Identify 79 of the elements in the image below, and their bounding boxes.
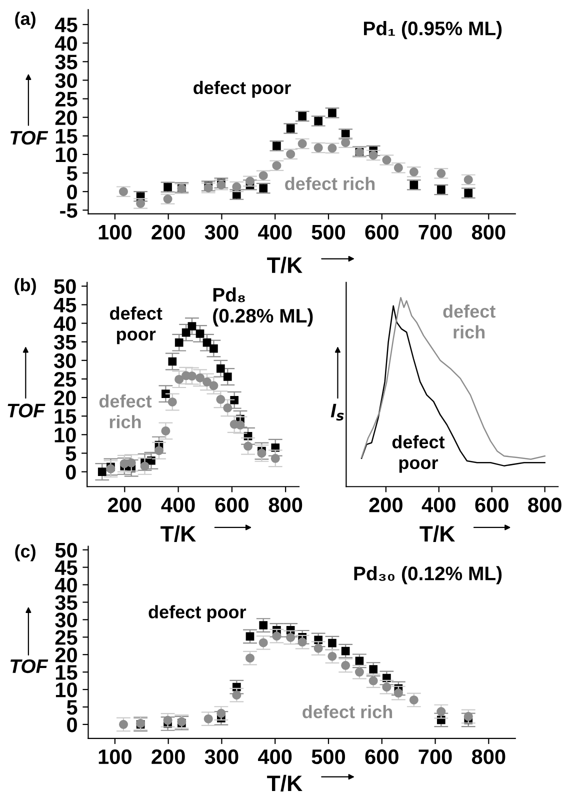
y-tick-label: -5 [60,203,78,218]
y-tick-label: 25 [54,372,76,387]
y-tick-label: 35 [55,595,78,610]
x-tick-label: 700 [418,749,452,764]
y-tick-label: 45 [54,298,76,312]
x-tick-label: 800 [472,749,506,764]
x-tick-label: 200 [108,498,142,512]
x-tick-label: 400 [161,498,195,512]
y-tick-label: 15 [54,409,76,424]
x-axis-title: T/K [420,525,455,542]
text: Pd₁ (0.95% ML) [364,21,502,40]
y-tick-label: 5 [66,446,76,461]
y-tick-label: 25 [55,630,78,645]
x-tick-label: 600 [365,224,398,240]
x-tick-label: 800 [268,498,302,512]
x-tick-label: 800 [528,498,562,512]
y-tick-label: 10 [54,428,76,442]
x-axis-title: T/K [160,525,196,542]
y-tick-label: 0 [67,717,77,732]
x-axis-title: T/K [267,256,302,274]
x-tick-label: 500 [312,749,346,764]
y-axis-title: TOF [10,130,48,145]
text: (b) [14,278,36,295]
x-tick-label: 100 [98,224,132,240]
y-tick-label: 20 [55,648,77,662]
y-tick-label: 35 [55,54,78,70]
series-label: defect rich [99,394,152,428]
y-tick-label: 0 [67,184,77,200]
x-tick-label: 600 [475,498,508,512]
y-tick-label: 30 [54,353,76,368]
y-tick-label: 40 [54,316,76,332]
y-tick-label: 45 [54,560,78,576]
y-tick-label: 0 [66,464,76,480]
x-tick-label: 400 [258,749,292,764]
y-tick-label: 15 [56,129,78,144]
y-tick-label: 40 [54,578,77,593]
y-tick-label: 25 [55,92,78,107]
y-tick-label: 5 [66,166,78,181]
series-label: defect poor [148,605,246,622]
y-tick-label: 20 [55,110,77,126]
x-axis-title: T/K [267,774,302,792]
x-tick-label: 100 [98,749,132,764]
x-tick-label: 700 [418,224,452,240]
series-label: defect poor [110,306,162,344]
y-tick-label: 15 [56,665,78,680]
y-axis-title: I$_{s}$ [330,404,344,421]
x-tick-label: 300 [204,224,238,240]
x-tick-label: 400 [422,498,456,512]
text: Pd₈ (0.28% ML) [213,287,313,326]
x-tick-label: 600 [365,749,398,764]
y-tick-label: 40 [54,36,77,51]
y-tick-label: 5 [66,700,78,715]
x-tick-label: 800 [472,224,506,240]
y-axis-title: TOF [8,404,46,418]
y-tick-label: 35 [54,334,76,350]
series-label: defect poor [392,435,445,473]
y-tick-label: 30 [55,612,77,628]
y-tick-label: 45 [54,18,78,32]
x-tick-label: 500 [312,224,346,240]
x-tick-label: 200 [152,749,185,764]
text: (c) [15,544,36,562]
text: Pd₃₀ (0.12% ML) [354,566,502,584]
y-tick-label: 30 [55,73,77,88]
y-tick-label: 10 [56,682,77,698]
series-label: defect poor [194,80,291,98]
y-tick-label: 20 [54,390,76,406]
y-axis-title: TOF [10,659,48,674]
y-tick-label: 50 [54,279,76,294]
series-label: defect rich [443,304,496,339]
text: (a) [15,12,36,29]
y-tick-label: 10 [56,147,77,162]
x-tick-label: 300 [204,749,238,764]
series-label: defect rich [302,705,392,718]
x-tick-label: 600 [215,498,248,512]
x-tick-label: 400 [258,224,292,240]
series-label: defect rich [285,176,375,190]
y-tick-label: 50 [55,542,77,558]
x-tick-label: 200 [152,224,185,240]
x-tick-label: 200 [369,498,402,512]
